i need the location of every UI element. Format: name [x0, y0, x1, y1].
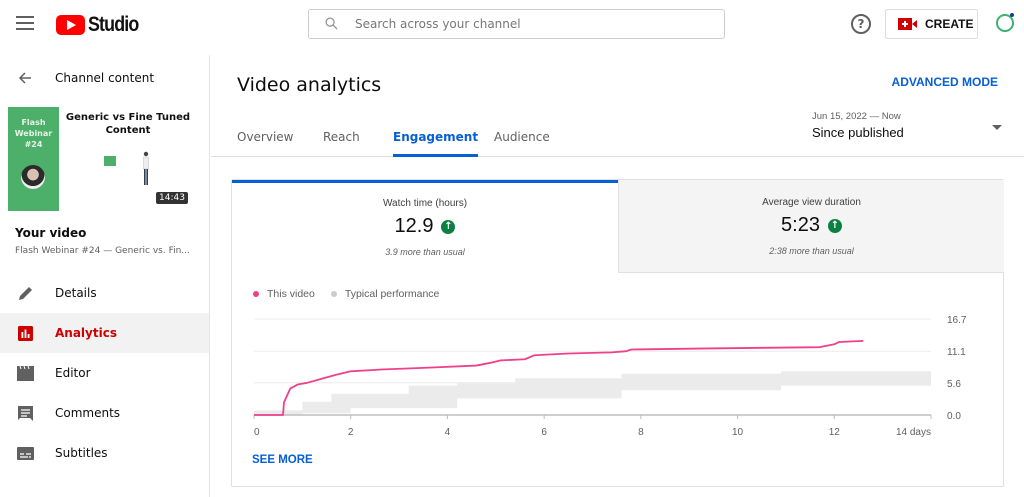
- sidebar-item-editor[interactable]: Editor: [0, 353, 209, 393]
- top-bar: Studio ? CREATE: [0, 0, 1024, 50]
- svg-text:12: 12: [829, 427, 841, 438]
- subtitles-icon: [17, 447, 34, 460]
- tab-audience[interactable]: Audience: [494, 130, 550, 144]
- metric-value: 5:23: [781, 214, 820, 236]
- arrow-up-icon: ↑: [441, 219, 456, 234]
- your-video-label: Your video: [15, 226, 87, 240]
- legend-typical-performance[interactable]: Typical performance: [330, 288, 440, 300]
- clapperboard-icon: [17, 365, 34, 381]
- svg-text:6: 6: [541, 427, 547, 438]
- sidebar-item-label: Comments: [55, 406, 121, 420]
- back-arrow-icon: [18, 72, 31, 84]
- video-duration: 14:43: [156, 192, 188, 204]
- analytics-tabs: Overview Reach Engagement Audience: [211, 119, 1024, 157]
- create-button[interactable]: CREATE: [885, 9, 978, 39]
- engagement-card: Watch time (hours) 12.9 ↑ 3.9 more than …: [231, 179, 1004, 487]
- main-content: Video analytics ADVANCED MODE Overview R…: [211, 55, 1024, 497]
- sidebar-item-label: Subtitles: [55, 446, 108, 460]
- presenter-photo: [21, 165, 45, 189]
- pink-dot-icon: [253, 291, 259, 297]
- metric-label: Average view duration: [762, 197, 861, 208]
- analytics-icon: [18, 326, 33, 341]
- back-label: Channel content: [55, 71, 155, 85]
- metric-watch-time[interactable]: Watch time (hours) 12.9 ↑ 3.9 more than …: [232, 180, 618, 273]
- date-range-label: Since published: [812, 125, 904, 140]
- metric-note: 2:38 more than usual: [769, 246, 854, 256]
- date-range-text: Jun 15, 2022 — Now: [812, 111, 901, 122]
- legend-label: Typical performance: [344, 288, 440, 300]
- see-more-button[interactable]: SEE MORE: [252, 454, 313, 466]
- svg-text:5.6: 5.6: [947, 379, 961, 390]
- svg-text:2: 2: [348, 427, 354, 438]
- metric-label: Watch time (hours): [382, 198, 468, 209]
- advanced-mode-button[interactable]: ADVANCED MODE: [891, 75, 998, 89]
- sidebar-item-label: Details: [55, 286, 97, 300]
- tab-reach[interactable]: Reach: [323, 130, 360, 144]
- search-icon: [325, 17, 338, 30]
- search-input[interactable]: [355, 10, 715, 38]
- video-title: Flash Webinar #24 — Generic vs. Fin...: [15, 246, 190, 256]
- metric-note: 3.9 more than usual: [385, 247, 465, 257]
- menu-icon[interactable]: [16, 16, 34, 30]
- sidebar-item-details[interactable]: Details: [0, 273, 209, 313]
- svg-text:14 days: 14 days: [896, 427, 931, 438]
- sidebar-item-comments[interactable]: Comments: [0, 393, 209, 433]
- sidebar-item-subtitles[interactable]: Subtitles: [0, 433, 209, 473]
- sidebar-item-label: Analytics: [55, 326, 117, 340]
- account-avatar[interactable]: [996, 13, 1014, 32]
- chevron-down-icon: [992, 125, 1002, 130]
- date-range-dropdown[interactable]: Jun 15, 2022 — Now Since published: [812, 111, 1012, 147]
- page-title: Video analytics: [237, 74, 382, 96]
- sidebar-item-label: Editor: [55, 366, 91, 380]
- video-camera-icon: [898, 18, 917, 30]
- youtube-logo-icon: [56, 15, 85, 35]
- metric-average-view-duration[interactable]: Average view duration 5:23 ↑ 2:38 more t…: [618, 180, 1004, 273]
- svg-text:4: 4: [445, 427, 451, 438]
- legend-this-video[interactable]: This video: [253, 288, 315, 300]
- thumbnail-banner: Flash Webinar #24: [8, 107, 59, 211]
- logo-text: Studio: [88, 13, 139, 36]
- search-bar[interactable]: [308, 9, 725, 39]
- sidebar-item-analytics[interactable]: Analytics: [0, 313, 209, 353]
- arrow-up-icon: ↑: [827, 218, 842, 233]
- sidebar: Channel content Flash Webinar #24 Generi…: [0, 55, 210, 497]
- create-label: CREATE: [925, 17, 974, 31]
- legend-label: This video: [267, 288, 315, 300]
- thumbnail-banner-text: Flash Webinar #24: [14, 118, 53, 149]
- svg-text:16.7: 16.7: [947, 315, 967, 326]
- svg-text:11.1: 11.1: [947, 347, 966, 358]
- help-icon[interactable]: ?: [851, 14, 871, 34]
- pencil-icon: [19, 287, 32, 300]
- svg-text:0.0: 0.0: [947, 411, 961, 422]
- chart-legend: This video Typical performance: [253, 288, 455, 300]
- person-illustration-icon: [143, 151, 149, 185]
- gray-dot-icon: [330, 291, 337, 297]
- watch-time-chart[interactable]: 0.0 5.6 11.1 16.7 0 2 4 6 8 10 12 14 days: [232, 305, 1003, 440]
- svg-text:0: 0: [254, 427, 260, 438]
- metric-value: 12.9: [394, 215, 434, 237]
- thumbnail-title: Generic vs Fine Tuned Content: [65, 112, 191, 136]
- image-icon: [104, 156, 116, 166]
- studio-logo[interactable]: Studio: [56, 13, 147, 37]
- back-to-channel-content[interactable]: Channel content: [0, 65, 210, 91]
- tab-engagement[interactable]: Engagement: [393, 130, 479, 157]
- tab-overview[interactable]: Overview: [237, 130, 294, 144]
- comment-icon: [18, 406, 33, 421]
- svg-text:10: 10: [732, 427, 744, 438]
- svg-text:8: 8: [638, 427, 644, 438]
- video-thumbnail[interactable]: Flash Webinar #24 Generic vs Fine Tuned …: [8, 107, 194, 211]
